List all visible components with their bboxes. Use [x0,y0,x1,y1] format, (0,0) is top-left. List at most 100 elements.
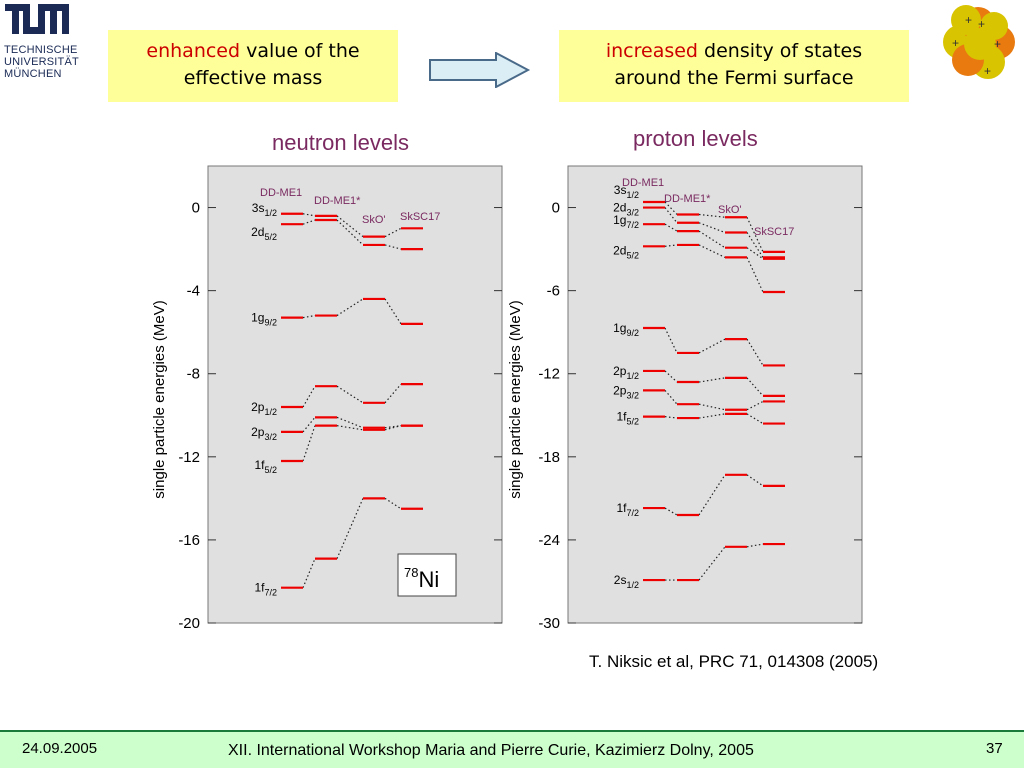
level-connector [336,498,364,559]
y-axis-label: single particle energies (MeV) [507,300,524,498]
state-label: 2d5/2 [613,243,639,260]
level-connector [336,215,364,238]
proton-levels-chart: 0 -6 -12 -18 -24 -30 single particle energies … [507,165,863,632]
enhanced-word: enhanced [146,40,241,62]
level-connector [384,383,402,404]
level-connector [746,232,764,258]
y-tick-label: -12 [538,366,560,383]
state-label: 2s1/2 [614,573,639,590]
svg-text:+: + [978,17,985,31]
level-connector [336,298,364,317]
level-connector [302,416,316,433]
state-label: 1f5/2 [254,458,277,475]
increased-word: increased [605,40,698,62]
neutron-levels-chart: 0 -4 -8 -12 -16 -20 single particle energies (… [151,165,503,632]
level-connector [336,385,364,404]
level-connector [746,474,764,487]
level-connector [746,247,764,260]
state-label: 2d5/2 [251,225,277,242]
level-connector [746,543,764,548]
column-label: DD-ME1 [260,187,302,199]
svg-text:+: + [952,36,959,50]
column-label: DD-ME1 [622,177,664,189]
state-label: 2d3/2 [613,201,639,218]
page-number: 37 [986,740,1003,757]
level-connector [336,425,364,431]
state-label: 2p3/2 [613,383,639,400]
level-connector [698,377,726,383]
y-tick-label: -12 [178,449,200,466]
level-connector [302,558,316,588]
footer-bar [0,730,1024,768]
university-line-2: UNIVERSITÄT [4,56,79,68]
y-tick-label: -6 [547,283,560,300]
column-label: SkSC17 [754,226,794,238]
y-tick-label: -30 [538,615,560,632]
state-label: 2p3/2 [251,425,277,442]
box-left-rest: value of the [246,40,360,62]
y-tick-label: -24 [538,532,560,549]
level-connector [746,377,764,397]
state-label: 1f7/2 [616,501,639,518]
level-connector [664,327,678,354]
y-tick-label: -16 [178,532,200,549]
state-label: 3s1/2 [252,201,277,218]
footer-text: XII. International Workshop Maria and Pi… [228,742,754,759]
y-tick-label: -4 [187,283,200,300]
state-label: 3s1/2 [614,183,639,200]
nucleus-label-box [397,553,457,597]
level-connector [664,389,678,405]
y-tick-label: 0 [552,200,560,217]
level-connector [746,400,764,411]
state-label: 2p1/2 [251,400,277,417]
level-connector [664,207,678,224]
box-left-line2: effective mass [183,67,323,89]
y-tick-label: -20 [178,615,200,632]
level-connector [664,201,678,215]
level-connector [698,403,726,411]
column-label: SkSC17 [400,211,440,223]
plot-area [207,165,503,624]
state-label: 1f7/2 [254,581,277,598]
state-label: 1g9/2 [251,311,277,328]
level-connector [698,546,726,581]
proton-panel-title: proton levels [633,126,758,151]
university-line-1: TECHNISCHE [4,44,78,56]
svg-text:+: + [965,13,972,27]
level-connector [384,298,402,325]
level-connector [698,338,726,354]
level-connector [698,413,726,419]
y-tick-label: -8 [187,366,200,383]
box-right-rest: density of states [704,40,863,62]
state-label: 1g9/2 [613,321,639,338]
state-label: 1f5/2 [616,410,639,427]
right-arrow-icon [429,52,531,88]
level-connector [746,413,764,425]
level-connector [384,244,402,250]
neutron-panel-title: neutron levels [272,130,409,155]
footer-date: 24.09.2005 [22,740,98,757]
density-of-states-box: increased density of states around the F… [559,30,909,102]
level-connector [746,338,764,366]
level-connector [384,425,402,431]
column-label: DD-ME1* [664,193,711,205]
nucleus-label: 78Ni [404,565,439,592]
level-connector [384,227,402,238]
column-label: SkO' [718,204,742,216]
y-tick-label: 0 [192,200,200,217]
y-tick-label: -18 [538,449,560,466]
reference-citation: T. Niksic et al, PRC 71, 014308 (2005) [589,652,879,671]
box-right-line2: around the Fermi surface [614,67,854,89]
column-label: SkO' [362,214,386,226]
effective-mass-box: enhanced value of the effective mass [108,30,398,102]
y-axis-label: single particle energies (MeV) [151,300,168,498]
nucleus-icon: + + + + + [943,5,1015,79]
level-connector [384,425,402,429]
svg-text:+: + [984,64,991,78]
column-label: DD-ME1* [314,195,361,207]
level-connector [698,230,726,249]
university-name: TECHNISCHE UNIVERSITÄT MÜNCHEN [4,44,79,80]
level-connector [698,222,726,234]
plot-area [567,165,863,624]
level-connector [664,370,678,383]
